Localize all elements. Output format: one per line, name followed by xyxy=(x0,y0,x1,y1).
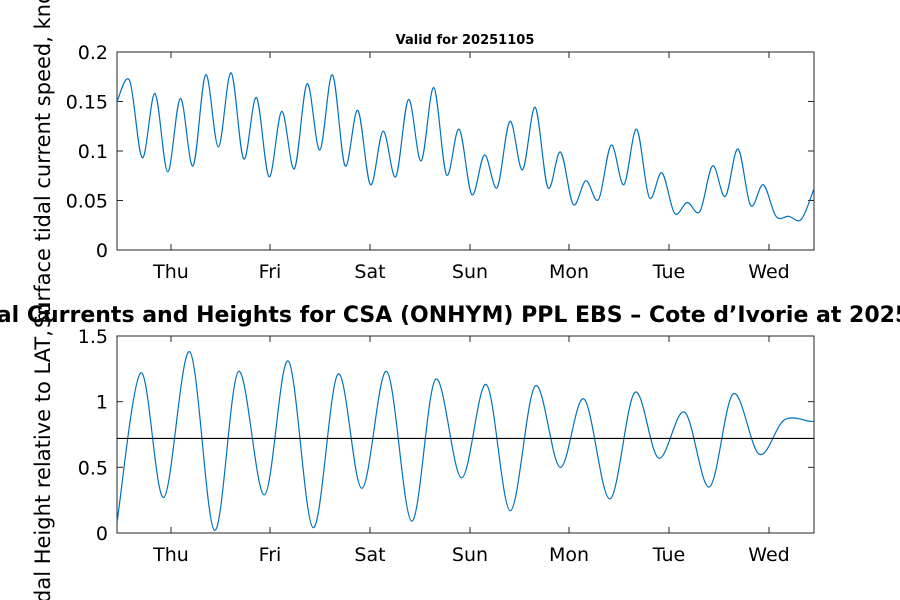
height-y-tick-label: 0.5 xyxy=(78,457,108,479)
current-x-axis: Thu Fri Sat Sun Mon Tue Wed xyxy=(152,52,790,283)
height-y-axis: 0 0.5 1 1.5 xyxy=(78,326,814,545)
height-x-tick-label: Sat xyxy=(354,544,385,566)
height-x-tick-label: Tue xyxy=(652,544,685,566)
current-y-axis: 0 0.05 0.1 0.15 0.2 xyxy=(66,42,814,262)
height-x-tick-label: Sun xyxy=(452,544,488,566)
height-y-tick-label: 1.5 xyxy=(78,326,108,348)
current-plot-area xyxy=(116,51,815,251)
main-chart-title: Tidal Currents and Heights for CSA (ONHY… xyxy=(0,303,900,328)
current-x-tick-label: Sun xyxy=(452,261,488,283)
current-x-tick-label: Thu xyxy=(152,261,189,283)
current-series xyxy=(116,72,815,222)
current-x-tick-label: Wed xyxy=(748,261,789,283)
current-y-tick-label: 0.05 xyxy=(66,191,108,213)
current-speed-chart: Valid for 20251105 0 0.05 0.1 0.15 0.2 Thu Fr… xyxy=(31,0,815,328)
height-x-tick-label: Mon xyxy=(549,544,589,566)
height-x-tick-label: Wed xyxy=(748,544,789,566)
current-x-tick-label: Tue xyxy=(652,261,685,283)
current-y-tick-label: 0.1 xyxy=(78,141,108,163)
height-series xyxy=(116,351,815,532)
height-y-tick-label: 0 xyxy=(96,523,108,545)
current-x-tick-label: Sat xyxy=(354,261,385,283)
height-x-tick-label: Fri xyxy=(259,544,282,566)
height-y-label: Tidal Height relative to LAT, m xyxy=(31,303,55,600)
current-x-tick-label: Fri xyxy=(259,261,282,283)
current-y-tick-label: 0.2 xyxy=(78,42,108,64)
height-plot-area xyxy=(116,335,815,534)
current-series-line xyxy=(116,72,815,222)
tidal-height-chart: 0 0.5 1 1.5 Thu Fri Sat Sun Mon Tue Wed Tidal Hei… xyxy=(31,303,815,600)
height-series-line xyxy=(116,351,815,532)
height-x-tick-label: Thu xyxy=(152,544,189,566)
height-y-tick-label: 1 xyxy=(96,392,108,414)
current-y-tick-label: 0.15 xyxy=(66,92,108,114)
current-chart-title: Valid for 20251105 xyxy=(396,33,535,48)
current-y-label: Surface tidal current speed, knots xyxy=(31,0,55,328)
height-x-axis: Thu Fri Sat Sun Mon Tue Wed xyxy=(152,336,790,566)
current-x-tick-label: Mon xyxy=(549,261,589,283)
current-y-tick-label: 0 xyxy=(96,240,108,262)
